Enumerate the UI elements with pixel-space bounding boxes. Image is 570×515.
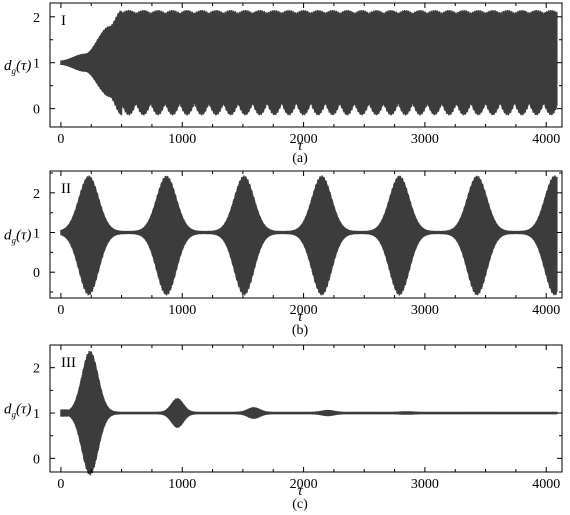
plot-frame bbox=[49, 344, 563, 473]
x-tick-label: 3000 bbox=[411, 477, 439, 492]
plot-frame bbox=[49, 2, 563, 128]
panel-caption: (c) bbox=[292, 497, 308, 512]
panel-caption: (b) bbox=[292, 323, 309, 338]
panel-2: 0 1000 2000 3000 4000 0 1 2 II dg(τ) τ(b) bbox=[4, 170, 563, 338]
x-tick-label: 4000 bbox=[532, 132, 560, 147]
x-tick-label: 4000 bbox=[532, 303, 560, 318]
y-tick-label: 2 bbox=[33, 11, 40, 26]
x-tick-label: 1000 bbox=[168, 132, 196, 147]
y-tick-label: 1 bbox=[33, 57, 40, 72]
panel-1: 0 1000 2000 3000 4000 0 1 2 Idg(τ) τ(a) bbox=[4, 2, 563, 166]
y-tick-label: 0 bbox=[33, 103, 40, 118]
x-axis-label: τ bbox=[297, 483, 303, 499]
y-tick-label: 0 bbox=[33, 266, 40, 281]
x-axis-label: τ bbox=[297, 309, 303, 325]
x-tick-label: 4000 bbox=[532, 477, 560, 492]
panel-3: 0 1000 2000 3000 4000 0 1 2 III dg(τ) τ(c) bbox=[4, 344, 563, 512]
y-tick-label: 2 bbox=[33, 187, 40, 202]
x-tick-label: 2000 bbox=[290, 303, 318, 318]
y-axis-label: dg(τ) bbox=[4, 228, 31, 246]
x-tick-label: 2000 bbox=[290, 477, 318, 492]
plot-frame bbox=[49, 170, 563, 299]
x-tick-label: 0 bbox=[57, 477, 64, 492]
y-tick-label: 2 bbox=[33, 362, 40, 377]
y-tick-label: 1 bbox=[33, 227, 40, 242]
panel-label: I bbox=[61, 13, 66, 29]
x-tick-label: 1000 bbox=[168, 477, 196, 492]
panel-label: III bbox=[61, 355, 76, 371]
panel-caption: (a) bbox=[292, 151, 308, 166]
y-axis-label: dg(τ) bbox=[4, 58, 31, 76]
panel-label: II bbox=[61, 181, 71, 197]
y-axis-label: dg(τ) bbox=[4, 402, 31, 420]
x-axis-label: τ bbox=[297, 138, 303, 154]
y-tick-label: 0 bbox=[33, 452, 40, 467]
x-tick-label: 0 bbox=[57, 132, 64, 147]
x-tick-label: 2000 bbox=[290, 132, 318, 147]
x-tick-label: 3000 bbox=[411, 303, 439, 318]
y-tick-label: 1 bbox=[33, 407, 40, 422]
x-tick-label: 3000 bbox=[411, 132, 439, 147]
signal-series bbox=[60, 175, 558, 296]
x-tick-label: 0 bbox=[57, 303, 64, 318]
x-tick-label: 1000 bbox=[168, 303, 196, 318]
